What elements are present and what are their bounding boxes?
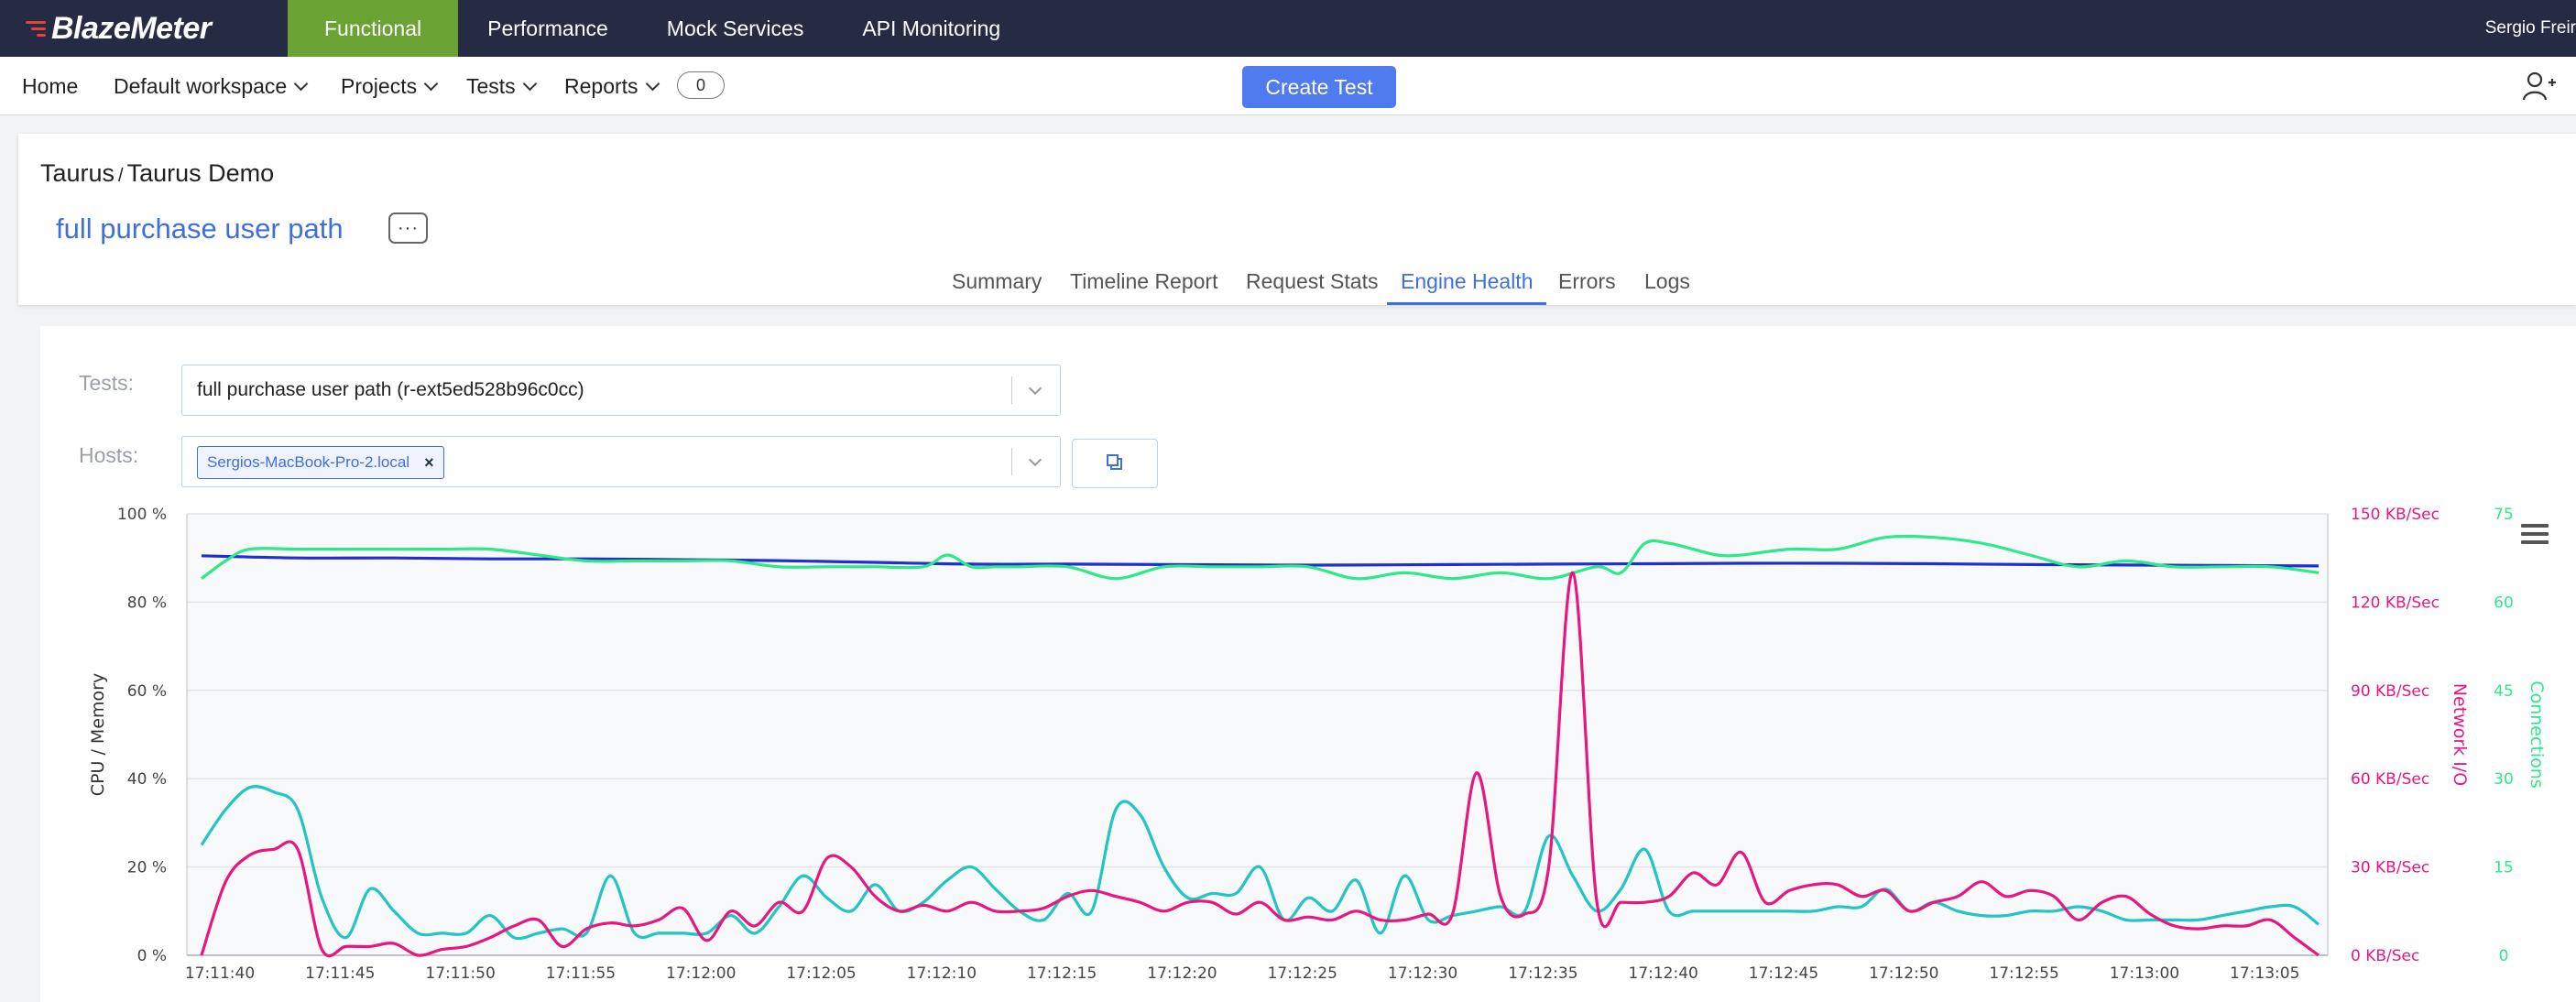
tab-logs[interactable]: Logs [1644,269,1690,293]
chart-menu-icon[interactable] [2521,524,2549,544]
tab-request-stats[interactable]: Request Stats [1246,269,1379,293]
user-menu[interactable]: Sergio Freir [2484,18,2576,38]
reports-count-badge[interactable]: 0 [677,71,725,99]
tests-select[interactable]: full purchase user path (r-ext5ed528b96c… [181,365,1061,416]
workspace-dropdown[interactable]: Default workspace [114,57,309,115]
projects-label: Projects [341,73,418,98]
tests-filter-label: Tests: [79,371,135,395]
more-options-button[interactable]: ··· [388,212,428,244]
workspace-label: Default workspace [114,73,288,98]
breadcrumb-separator: / [118,166,124,186]
report-tabs: Summary Timeline Report Request Stats En… [18,262,2576,305]
tests-select-value: full purchase user path (r-ext5ed528b96c… [197,379,584,400]
copy-icon [1107,454,1122,470]
projects-dropdown[interactable]: Projects [341,57,439,115]
home-label: Home [22,73,79,98]
nav-performance[interactable]: Performance [487,16,608,40]
nav-api-monitoring[interactable]: API Monitoring [862,16,1001,40]
chevron-down-icon[interactable] [1028,452,1042,467]
tab-summary[interactable]: Summary [952,269,1042,293]
chevron-down-icon [645,76,660,91]
breadcrumb: Taurus / Taurus Demo [40,159,274,188]
tests-dropdown[interactable]: Tests [466,57,537,115]
breadcrumb-project[interactable]: Taurus [40,159,115,187]
create-test-button[interactable]: Create Test [1242,66,1396,108]
secondary-navbar: Home Default workspace Projects Tests Re… [0,57,2576,115]
hosts-filter-label: Hosts: [79,443,139,467]
tab-timeline-report[interactable]: Timeline Report [1070,269,1218,293]
nav-mock-services[interactable]: Mock Services [666,16,804,40]
select-divider [1011,376,1012,404]
chevron-down-icon [423,76,439,91]
home-link[interactable]: Home [22,57,78,115]
logo-text: BlazeMeter [51,10,212,46]
tab-errors[interactable]: Errors [1558,269,1616,293]
host-tag-label: Sergios-MacBook-Pro-2.local [207,453,410,471]
remove-tag-icon[interactable]: × [424,452,434,472]
report-title[interactable]: full purchase user path [56,212,344,245]
reports-label: Reports [564,73,639,98]
add-user-icon[interactable] [2521,70,2558,103]
blazemeter-logo[interactable]: BlazeMeter [0,0,288,57]
chevron-down-icon [522,76,537,91]
chevron-down-icon[interactable] [1028,381,1042,396]
tab-engine-health[interactable]: Engine Health [1387,262,1546,305]
chevron-down-icon [293,76,309,91]
tests-label: Tests [466,73,516,98]
hosts-select[interactable]: Sergios-MacBook-Pro-2.local × [181,436,1061,487]
breadcrumb-test[interactable]: Taurus Demo [126,159,275,187]
host-tag: Sergios-MacBook-Pro-2.local × [197,446,444,479]
top-navbar: BlazeMeter Functional Performance Mock S… [0,0,2576,57]
report-header: Taurus / Taurus Demo full purchase user pa… [18,134,2576,305]
logo-mark-icon [26,20,46,37]
nav-functional[interactable]: Functional [288,0,459,57]
select-divider [1011,448,1012,475]
reports-dropdown[interactable]: Reports [564,57,660,115]
copy-hosts-button[interactable] [1072,439,1158,488]
engine-health-panel [40,326,2576,1002]
